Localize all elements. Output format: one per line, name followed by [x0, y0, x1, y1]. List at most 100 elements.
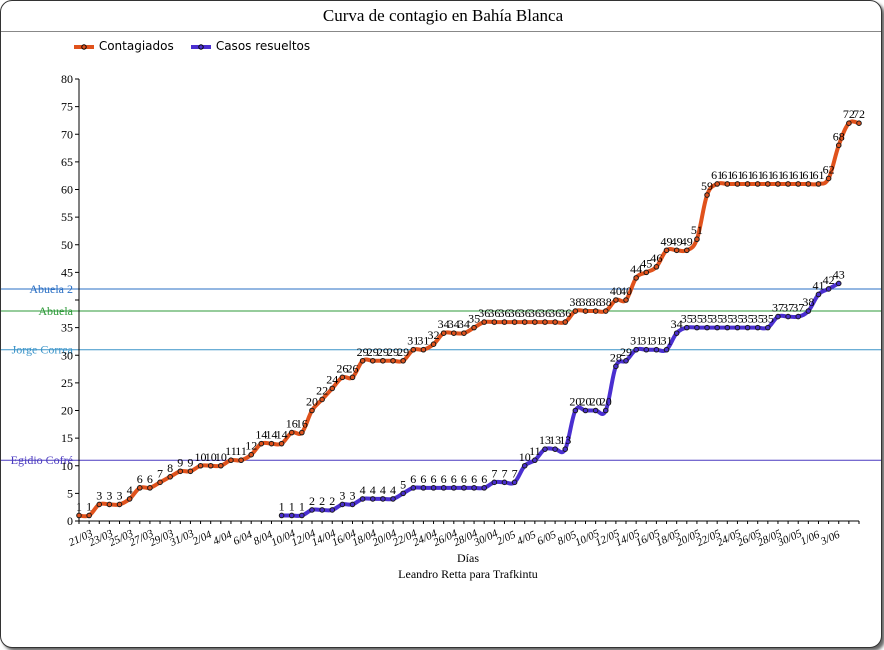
- data-point-contagiados: [471, 324, 477, 331]
- y-tick-label: 10: [61, 459, 73, 473]
- data-point-contagiados: [602, 308, 609, 314]
- data-label-contagiados: 61: [721, 168, 733, 182]
- data-point-contagiados: [309, 407, 315, 414]
- data-label-contagiados: 61: [792, 168, 804, 182]
- data-point-contagiados: [785, 181, 791, 187]
- data-label-contagiados: 49: [661, 234, 673, 248]
- data-label-contagiados: 4: [127, 483, 133, 497]
- data-label-contagiados: 32: [428, 328, 440, 342]
- data-label-contagiados: 10: [205, 450, 217, 464]
- data-point-resueltos: [410, 485, 417, 491]
- data-point-resueltos: [785, 313, 791, 320]
- data-point-contagiados: [562, 319, 569, 325]
- data-point-contagiados: [238, 457, 244, 464]
- data-label-resueltos: 29: [620, 345, 632, 359]
- data-point-contagiados: [683, 247, 690, 254]
- data-label-resueltos: 35: [762, 312, 774, 326]
- data-point-contagiados: [288, 429, 295, 436]
- data-point-contagiados: [126, 496, 133, 502]
- data-label-contagiados: 35: [468, 312, 480, 326]
- data-label-contagiados: 44: [630, 262, 642, 276]
- data-point-resueltos: [390, 496, 396, 502]
- data-point-contagiados: [400, 357, 406, 364]
- data-point-contagiados: [765, 181, 771, 187]
- data-label-resueltos: 6: [451, 472, 457, 486]
- data-label-contagiados: 36: [498, 306, 510, 320]
- data-point-contagiados: [613, 297, 619, 303]
- data-point-contagiados: [846, 120, 852, 126]
- data-point-resueltos: [663, 346, 670, 353]
- data-label-contagiados: 6: [137, 472, 143, 486]
- data-point-contagiados: [339, 374, 346, 381]
- data-point-resueltos: [288, 512, 295, 519]
- y-tick-label: 30: [61, 348, 73, 362]
- data-point-contagiados: [228, 457, 234, 464]
- data-point-resueltos: [319, 507, 325, 513]
- y-tick-label: 55: [61, 210, 73, 224]
- data-label-contagiados: 16: [296, 417, 308, 431]
- data-point-resueltos: [815, 291, 822, 298]
- data-label-resueltos: 6: [481, 472, 487, 486]
- data-point-resueltos: [299, 512, 305, 519]
- reference-line-label: Abuela 2: [29, 282, 73, 296]
- data-point-resueltos: [673, 330, 680, 336]
- data-point-resueltos: [775, 313, 781, 320]
- data-point-contagiados: [116, 501, 123, 508]
- data-label-resueltos: 20: [590, 395, 602, 409]
- data-point-resueltos: [653, 346, 660, 353]
- y-tick-label: 5: [67, 486, 73, 500]
- data-point-contagiados: [795, 181, 802, 187]
- data-label-contagiados: 11: [225, 444, 237, 458]
- y-tick-label: 65: [61, 155, 73, 169]
- data-label-contagiados: 45: [640, 256, 652, 270]
- data-label-contagiados: 38: [590, 295, 602, 309]
- data-label-contagiados: 14: [276, 428, 288, 442]
- data-label-resueltos: 20: [569, 395, 581, 409]
- data-label-resueltos: 4: [370, 483, 376, 497]
- data-label-contagiados: 49: [671, 234, 683, 248]
- data-point-resueltos: [643, 346, 650, 353]
- legend-label-resueltos: Casos resueltos: [215, 39, 311, 53]
- data-label-contagiados: 36: [478, 306, 490, 320]
- reference-line-label: Jorge Correa: [12, 343, 74, 357]
- data-point-contagiados: [410, 346, 417, 353]
- data-label-resueltos: 35: [731, 312, 743, 326]
- data-point-contagiados: [420, 346, 427, 353]
- data-point-resueltos: [724, 324, 731, 331]
- y-tick-label: 45: [61, 265, 73, 279]
- data-label-resueltos: 20: [600, 395, 612, 409]
- data-label-resueltos: 7: [491, 466, 497, 480]
- data-label-contagiados: 61: [772, 168, 784, 182]
- y-tick-label: 0: [67, 514, 73, 528]
- data-point-resueltos: [309, 507, 315, 513]
- data-point-resueltos: [380, 496, 386, 502]
- data-label-resueltos: 31: [661, 334, 673, 348]
- data-point-contagiados: [96, 501, 103, 508]
- data-point-resueltos: [744, 324, 751, 331]
- chart-title: Curva de contagio en Bahía Blanca: [322, 6, 564, 25]
- data-point-resueltos: [805, 308, 812, 314]
- data-label-resueltos: 1: [279, 499, 285, 513]
- data-point-resueltos: [714, 324, 720, 331]
- data-label-contagiados: 61: [752, 168, 764, 182]
- data-point-contagiados: [218, 462, 224, 469]
- data-label-resueltos: 4: [390, 483, 396, 497]
- data-point-contagiados: [542, 319, 548, 325]
- data-label-contagiados: 26: [336, 361, 348, 375]
- data-label-contagiados: 61: [731, 168, 743, 182]
- data-point-resueltos: [562, 446, 569, 452]
- data-point-resueltos: [349, 501, 356, 508]
- data-label-contagiados: 34: [448, 317, 460, 331]
- data-point-resueltos: [613, 363, 619, 370]
- data-label-resueltos: 38: [802, 295, 814, 309]
- data-label-resueltos: 28: [610, 350, 622, 364]
- data-label-resueltos: 10: [519, 450, 531, 464]
- data-point-contagiados: [157, 479, 163, 486]
- data-point-contagiados: [491, 319, 498, 325]
- data-point-contagiados: [734, 181, 741, 187]
- data-label-contagiados: 46: [650, 251, 662, 265]
- data-label-resueltos: 35: [681, 312, 693, 326]
- data-label-resueltos: 5: [400, 477, 406, 491]
- data-label-contagiados: 36: [549, 306, 561, 320]
